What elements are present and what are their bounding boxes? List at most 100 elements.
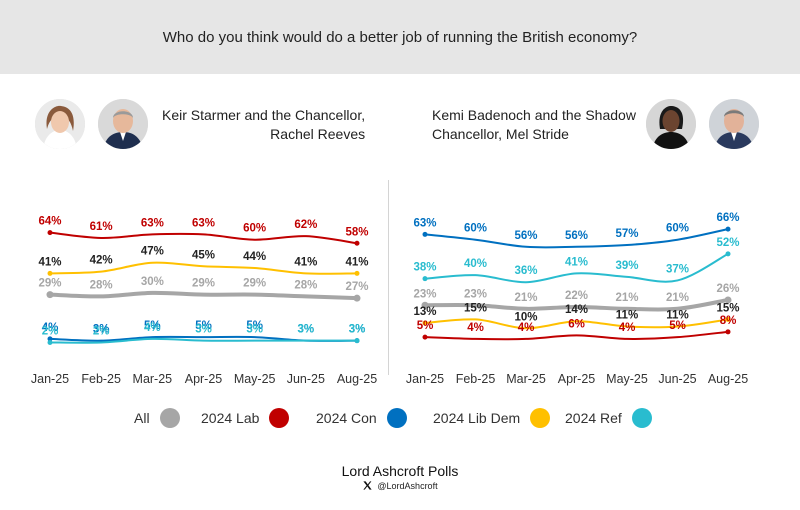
left-label-2024-con-jun-25: 3% xyxy=(298,324,315,336)
legend-item-all: All xyxy=(134,408,180,428)
charts-canvas: Jan-25 Feb-25 Mar-25 Apr-25 May-25 Jun-25 Aug-… xyxy=(31,212,748,386)
right-label-2024-ref-mar-25: 36% xyxy=(514,265,537,277)
right-label-2024-con-may-25: 57% xyxy=(615,228,638,240)
footer-handle[interactable]: @LordAshcroft xyxy=(0,480,800,491)
left-line-2024-lib-dem xyxy=(49,261,358,275)
left-label-2024-lab-feb-25: 61% xyxy=(90,221,113,233)
right-x-tick-jun-25: Jun-25 xyxy=(658,372,696,386)
question-banner: Who do you think would do a better job o… xyxy=(0,0,800,74)
left-label-2024-con-jan-25: 4% xyxy=(42,322,59,334)
left-label-2024-lab-jan-25: 64% xyxy=(38,216,61,228)
left-label-2024-con-feb-25: 3% xyxy=(93,324,110,336)
right-x-tick-may-25: May-25 xyxy=(606,372,648,386)
right-label-2024-lib-dem-aug-25: 15% xyxy=(716,302,739,314)
left-label-2024-ref-jun-25: 3% xyxy=(298,324,315,336)
right-label-2024-con-aug-25: 66% xyxy=(716,212,739,224)
right-x-tick-feb-25: Feb-25 xyxy=(456,372,496,386)
footer-title: Lord Ashcroft Polls xyxy=(341,463,459,479)
right-line-2024-lib-dem xyxy=(424,318,729,330)
left-label-2024-lib-dem-feb-25: 42% xyxy=(90,255,113,267)
right-label-2024-lib-dem-jun-25: 11% xyxy=(666,310,688,322)
right-panel-title-line1: Kemi Badenoch and the Shadow xyxy=(432,107,636,123)
left-start-marker-2024-con xyxy=(47,336,53,342)
right-label-all-feb-25: 23% xyxy=(464,288,487,300)
right-start-marker-2024-lib-dem xyxy=(422,320,428,326)
left-start-marker-all xyxy=(46,291,54,299)
left-label-2024-lib-dem-apr-25: 45% xyxy=(192,249,215,261)
left-x-tick-jun-25: Jun-25 xyxy=(287,372,325,386)
left-label-all-jun-25: 28% xyxy=(294,279,317,291)
left-label-all-aug-25: 27% xyxy=(345,281,368,293)
question-text: Who do you think would do a better job o… xyxy=(162,28,638,46)
left-label-2024-ref-apr-25: 3% xyxy=(195,324,212,336)
left-label-all-may-25: 29% xyxy=(243,278,266,290)
right-panel-title-line2: Chancellor, Mel Stride xyxy=(432,126,569,142)
legend-dot-con xyxy=(386,408,407,428)
right-label-all-apr-25: 22% xyxy=(565,290,588,302)
right-label-2024-lab-jan-25: 5% xyxy=(417,320,434,332)
legend-label-con: 2024 Con xyxy=(316,410,377,426)
legend-label-libdem: 2024 Lib Dem xyxy=(433,410,521,426)
right-label-2024-ref-jun-25: 37% xyxy=(666,263,689,275)
legend-dot-all xyxy=(159,408,180,428)
left-end-marker-2024-ref xyxy=(354,338,360,344)
right-label-2024-lib-dem-mar-25: 10% xyxy=(514,311,537,323)
left-label-2024-con-aug-25: 3% xyxy=(349,324,366,336)
left-label-2024-ref-jan-25: 2% xyxy=(42,325,59,337)
left-label-2024-lab-mar-25: 63% xyxy=(141,217,164,229)
right-end-marker-all xyxy=(724,296,732,304)
left-x-tick-may-25: May-25 xyxy=(234,372,276,386)
right-line-all xyxy=(423,297,730,312)
right-label-2024-lab-mar-25: 4% xyxy=(518,322,535,334)
footer-handle-text: @LordAshcroft xyxy=(377,480,438,491)
left-label-2024-ref-may-25: 3% xyxy=(246,324,263,336)
right-start-marker-2024-lab xyxy=(422,334,428,340)
right-x-tick-jan-25: Jan-25 xyxy=(406,372,444,386)
left-label-2024-con-mar-25: 5% xyxy=(144,320,161,332)
right-start-marker-all xyxy=(421,301,429,309)
right-label-2024-lib-dem-feb-25: 15% xyxy=(464,302,487,314)
right-start-marker-2024-ref xyxy=(422,276,428,282)
legend-item-ref: 2024 Ref xyxy=(565,408,652,428)
right-label-2024-lab-jun-25: 5% xyxy=(669,320,686,332)
left-x-tick-feb-25: Feb-25 xyxy=(81,372,121,386)
left-label-2024-con-apr-25: 5% xyxy=(195,320,212,332)
mel-stride-photo xyxy=(709,99,759,149)
left-end-marker-2024-lib-dem xyxy=(354,270,360,276)
left-label-2024-lab-apr-25: 63% xyxy=(192,217,215,229)
right-label-2024-lib-dem-apr-25: 14% xyxy=(565,304,588,316)
right-label-2024-ref-may-25: 39% xyxy=(615,260,638,272)
left-start-marker-2024-ref xyxy=(47,339,53,345)
legend-dot-libdem xyxy=(530,408,551,428)
left-label-2024-lib-dem-jun-25: 41% xyxy=(294,256,317,268)
right-label-2024-con-jan-25: 63% xyxy=(413,217,436,229)
right-label-all-may-25: 21% xyxy=(615,292,638,304)
right-label-all-aug-25: 26% xyxy=(716,283,739,295)
left-label-2024-ref-feb-25: 2% xyxy=(93,325,110,337)
right-label-2024-lab-apr-25: 6% xyxy=(568,318,585,330)
right-label-2024-con-jun-25: 60% xyxy=(666,223,689,235)
right-label-2024-ref-jan-25: 38% xyxy=(413,262,436,274)
left-label-all-feb-25: 28% xyxy=(90,279,113,291)
left-panel-title-line1: Keir Starmer and the Chancellor, xyxy=(162,107,366,123)
left-panel-title-line2: Rachel Reeves xyxy=(270,126,366,142)
left-x-tick-aug-25: Aug-25 xyxy=(337,372,377,386)
right-end-marker-2024-lib-dem xyxy=(725,316,731,322)
right-label-all-mar-25: 21% xyxy=(514,292,537,304)
keir-starmer-photo xyxy=(98,99,148,149)
legend-label-all: All xyxy=(134,410,150,426)
right-label-all-jan-25: 23% xyxy=(413,288,436,300)
left-x-tick-jan-25: Jan-25 xyxy=(31,372,69,386)
legend-item-lab: 2024 Lab xyxy=(201,408,290,428)
right-line-2024-con xyxy=(424,228,729,249)
right-label-all-jun-25: 21% xyxy=(666,292,689,304)
left-start-marker-2024-lib-dem xyxy=(47,270,53,276)
right-line-2024-ref xyxy=(424,252,729,284)
right-line-2024-lab xyxy=(424,330,729,341)
left-end-marker-all xyxy=(353,294,361,302)
right-label-2024-lab-feb-25: 4% xyxy=(467,322,484,334)
right-label-2024-ref-aug-25: 52% xyxy=(716,237,739,249)
legend-dot-lab xyxy=(269,408,290,428)
right-x-tick-aug-25: Aug-25 xyxy=(708,372,748,386)
right-label-2024-con-feb-25: 60% xyxy=(464,223,487,235)
